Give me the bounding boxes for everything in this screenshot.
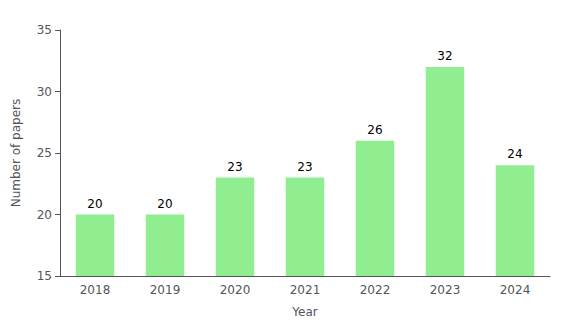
svg-text:Year: Year: [291, 305, 317, 319]
svg-text:2020: 2020: [220, 283, 251, 297]
svg-text:2018: 2018: [80, 283, 111, 297]
svg-text:2021: 2021: [290, 283, 321, 297]
svg-text:23: 23: [297, 160, 312, 174]
svg-text:2022: 2022: [360, 283, 391, 297]
svg-text:30: 30: [37, 85, 52, 99]
svg-text:15: 15: [37, 269, 52, 283]
svg-text:Number of papers: Number of papers: [9, 99, 23, 208]
svg-text:2024: 2024: [500, 283, 531, 297]
svg-text:23: 23: [227, 160, 242, 174]
svg-text:20: 20: [157, 197, 172, 211]
svg-text:32: 32: [437, 49, 452, 63]
svg-text:2019: 2019: [150, 283, 181, 297]
svg-text:20: 20: [37, 208, 52, 222]
svg-text:26: 26: [367, 123, 382, 137]
svg-text:20: 20: [87, 197, 102, 211]
svg-text:24: 24: [507, 147, 522, 161]
svg-text:35: 35: [37, 23, 52, 37]
svg-text:2023: 2023: [430, 283, 461, 297]
svg-text:25: 25: [37, 146, 52, 160]
